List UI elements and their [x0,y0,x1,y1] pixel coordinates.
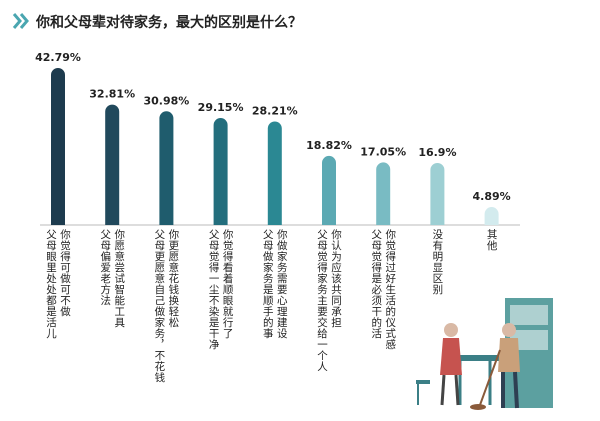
bar [51,67,65,225]
category-line: 父母觉得家务主要交给一个人 [316,229,328,372]
bar [213,118,228,225]
category-line: 你觉得可做可不做 [59,229,71,317]
title-icon [12,13,29,29]
category-label: 你认为应该共同承担 父母觉得家务主要交给一个人 [315,229,343,372]
category-line: 你觉得过好生活的仪式感 [384,229,397,350]
value-label: 32.81% [89,88,135,101]
value-label: 18.82% [306,139,352,152]
category-line: 父母觉得一尘不染是干净 [207,229,220,350]
category-line: 父母做家务是顺手的事 [261,229,274,339]
category-label: 其他 [485,229,499,251]
value-label: 17.05% [360,145,406,158]
bar [376,162,391,225]
value-label: 30.98% [143,94,189,107]
illustration [416,298,553,410]
category-line: 你愿意尝试智能工具 [113,229,126,328]
category-line: 你认为应该共同承担 [330,229,342,328]
category-line: 父母偏爱老方法 [99,229,112,306]
category-label: 你做家务需要心理建设 父母做家务是顺手的事 [261,229,289,339]
bar [105,104,120,225]
bar [484,207,499,225]
category-line: 你觉得看着顺眼就行了 [221,229,234,339]
bar [430,162,445,225]
category-line: 你更愿意花钱换轻松 [167,229,180,328]
value-label: 42.79% [35,51,81,64]
bar [267,121,282,225]
chart-title: 你和父母辈对待家务，最大的区别是什么？ [36,15,302,31]
value-label: 28.21% [252,104,298,117]
category-label: 你觉得过好生活的仪式感 父母觉得是必须干的活 [369,229,397,350]
category-label: 你觉得可做可不做 父母眼里处处都是活儿 [44,229,72,339]
value-label: 29.15% [198,101,244,114]
value-label: 4.89% [473,190,511,203]
category-label: 你觉得看着顺眼就行了 父母觉得一尘不染是干净 [207,229,235,350]
category-label: 没有明显区别 [430,229,444,295]
category-line: 没有明显区别 [431,229,444,295]
category-line: 父母觉得是必须干的活 [370,229,383,339]
category-line: 你做家务需要心理建设 [275,229,288,339]
bar [322,155,336,225]
category-line: 父母眼里处处都是活儿 [45,229,57,339]
category-label: 你愿意尝试智能工具 父母偏爱老方法 [98,229,126,328]
bar [159,111,174,225]
category-label: 你更愿意花钱换轻松 父母更愿意自己做家务，不花钱 [152,229,180,383]
value-label: 16.9% [418,146,456,159]
category-line: 父母更愿意自己做家务，不花钱 [153,229,166,383]
category-line: 其他 [485,229,498,251]
